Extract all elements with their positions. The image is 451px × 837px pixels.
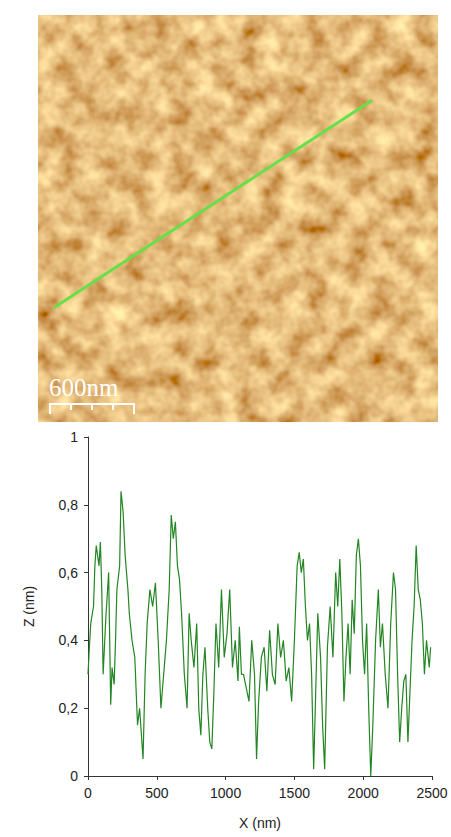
svg-text:Z (nm): Z (nm) [21,586,37,627]
svg-text:0,8: 0,8 [59,497,79,513]
svg-text:X (nm): X (nm) [239,815,281,831]
svg-text:1000: 1000 [210,785,241,801]
svg-text:2500: 2500 [416,785,447,801]
svg-text:0,6: 0,6 [59,565,79,581]
svg-text:0: 0 [84,785,92,801]
svg-text:600nm: 600nm [49,374,119,401]
svg-text:1: 1 [70,429,78,445]
svg-text:1500: 1500 [279,785,310,801]
svg-text:500: 500 [145,785,169,801]
svg-text:2000: 2000 [348,785,379,801]
svg-text:0,2: 0,2 [59,700,79,716]
svg-text:0: 0 [70,768,78,784]
svg-text:0,4: 0,4 [59,632,79,648]
